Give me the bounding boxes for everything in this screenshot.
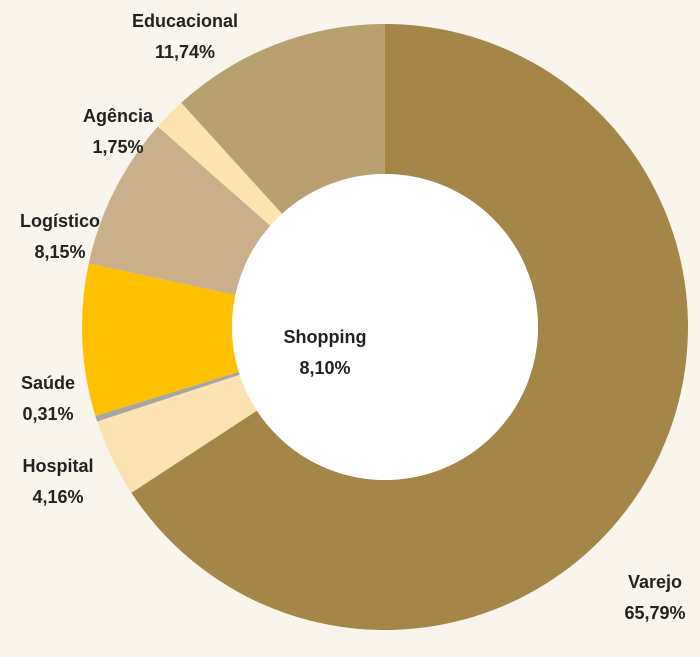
slice-name: Shopping (284, 327, 367, 347)
slice-value: 0,31% (22, 404, 73, 424)
slice-name: Educacional (132, 11, 238, 31)
slice-name: Agência (83, 106, 154, 126)
slice-value: 8,10% (299, 358, 350, 378)
slice-value: 1,75% (92, 137, 143, 157)
donut-slice (97, 374, 257, 493)
donut-slice (82, 263, 239, 416)
donut-slice (131, 24, 688, 631)
slice-name: Hospital (22, 456, 93, 476)
slice-name: Logístico (20, 211, 100, 231)
slice-value: 11,74% (155, 42, 215, 62)
donut-hole (232, 174, 538, 480)
slice-value: 4,16% (32, 487, 83, 507)
slice-value: 8,15% (34, 242, 85, 262)
slice-name: Saúde (21, 373, 75, 393)
slice-value: 65,79% (624, 603, 685, 623)
donut-slice (88, 126, 271, 295)
donut-slice (181, 24, 385, 214)
donut-slice (157, 102, 283, 226)
slice-name: Varejo (628, 572, 682, 592)
donut-slice (95, 371, 240, 422)
